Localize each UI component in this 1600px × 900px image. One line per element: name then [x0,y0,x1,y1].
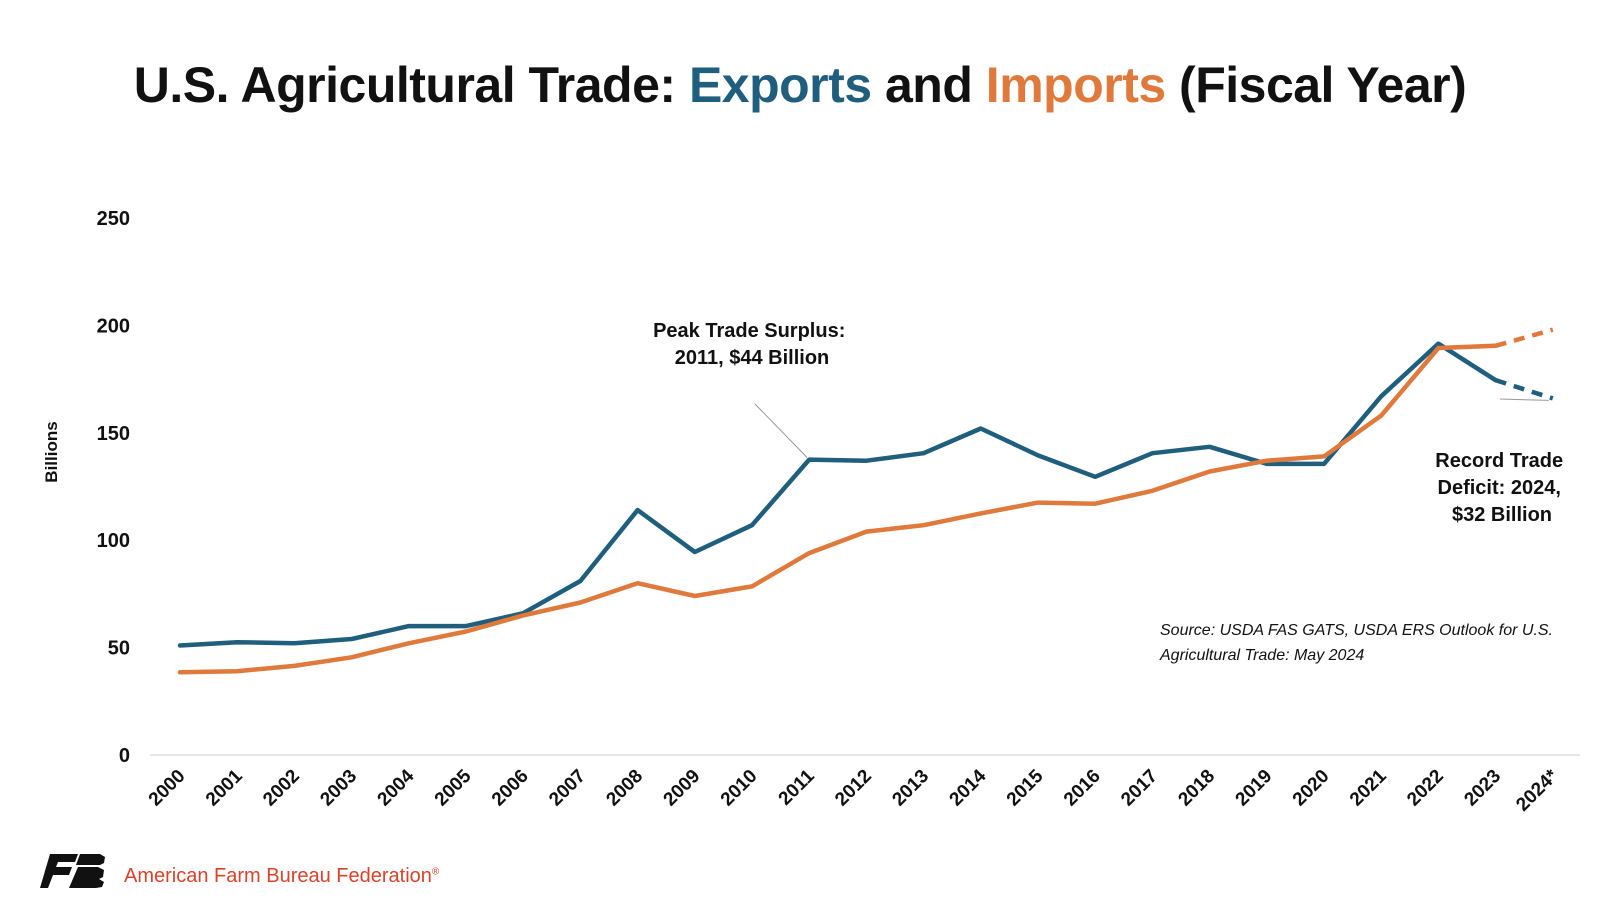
x-tick-label: 2011 [775,765,819,809]
annotation-peak-line-1: Peak Trade Surplus: [653,320,845,342]
x-tick-label: 2010 [717,766,762,811]
annotation-deficit-line-3: $32 Billion [1452,504,1552,526]
x-tick-label: 2007 [545,766,590,811]
x-tick-label: 2015 [1003,765,1048,810]
x-tick-label: 2014 [946,765,991,810]
imports-line [177,343,1498,675]
x-tick-label: 2005 [431,765,476,810]
y-tick-label: 250 [97,208,130,230]
title-exports-word: Exports [688,57,872,113]
y-tick-label: 50 [108,638,130,660]
organization-name: American Farm Bureau Federation® [124,865,439,888]
title-imports-word: Imports [985,57,1166,113]
x-axis-ticks: 2000 2001 2002 2003 2004 2005 2006 2007 2008 2009… [145,765,1563,815]
y-axis-label: Billions [42,421,61,482]
organization-text: American Farm Bureau Federation [124,865,432,887]
x-tick-label: 2006 [488,766,533,811]
series-lines [177,327,1554,675]
x-tick-label: 2009 [660,766,705,811]
source-line-1: Source: USDA FAS GATS, USDA ERS Outlook … [1160,622,1553,639]
x-tick-label: 2017 [1117,766,1162,811]
svg-text:Peak Trade Surplus: 2011: Peak Trade Surplus: 2011, $44 Billion [653,320,851,369]
y-tick-label: 200 [97,315,130,337]
y-axis-ticks: 0 50 100 150 200 250 [97,208,130,767]
y-tick-label: 100 [97,530,130,552]
annotation-leaders [754,398,1549,458]
x-tick-label: 2018 [1174,766,1219,811]
x-tick-label: 2004 [374,765,419,810]
exports-line [177,341,1498,648]
source-line-2: Agricultural Trade: May 2024 [1160,647,1365,664]
x-tick-label: 2023 [1460,766,1505,811]
annotation-deficit-line-2: Deficit: 2024, [1438,477,1561,499]
chart-title: U.S. Agricultural Trade: Exports and Imp… [0,56,1600,114]
title-part-1: U.S. Agricultural Trade: [133,57,689,113]
x-tick-label: 2001 [202,765,247,810]
title-part-3: (Fiscal Year) [1165,57,1467,113]
x-tick-label: 2020 [1289,766,1334,811]
svg-text:Record Trade Deficit: 20: Record Trade Deficit: 2024, $32 Billion [1435,450,1568,526]
source-note: Source: USDA FAS GATS, USDA ERS Outlook … [1160,618,1580,668]
annotation-deficit-line-1: Record Trade [1435,450,1563,472]
x-tick-label: 2022 [1403,766,1448,811]
x-tick-label: 2008 [602,766,647,811]
x-tick-label: 2024* [1512,765,1562,815]
x-tick-label: 2019 [1232,766,1277,811]
annotation-peak-leader [754,403,808,458]
x-tick-label: 2003 [316,766,361,811]
title-part-2: and [871,57,986,113]
registered-mark: ® [431,866,440,878]
annotation-record-deficit: Record Trade Deficit: 2024, $32 Billion [1435,450,1568,526]
annotation-deficit-leader [1499,398,1549,401]
annotation-peak-surplus: Peak Trade Surplus: 2011, $44 Billion [653,320,851,369]
x-tick-label: 2021 [1346,765,1391,810]
x-tick-label: 2012 [831,766,876,811]
x-tick-label: 2016 [1060,766,1105,811]
y-tick-label: 150 [97,423,130,445]
x-tick-label: 2000 [145,766,190,811]
x-tick-label: 2002 [259,766,304,811]
y-tick-label: 0 [119,745,130,767]
x-tick-label: 2013 [888,766,933,811]
exports-projected-line [1494,378,1554,401]
annotation-peak-line-2: 2011, $44 Billion [675,347,830,369]
fb-logo-icon [40,854,105,888]
imports-projected-line [1494,327,1554,348]
